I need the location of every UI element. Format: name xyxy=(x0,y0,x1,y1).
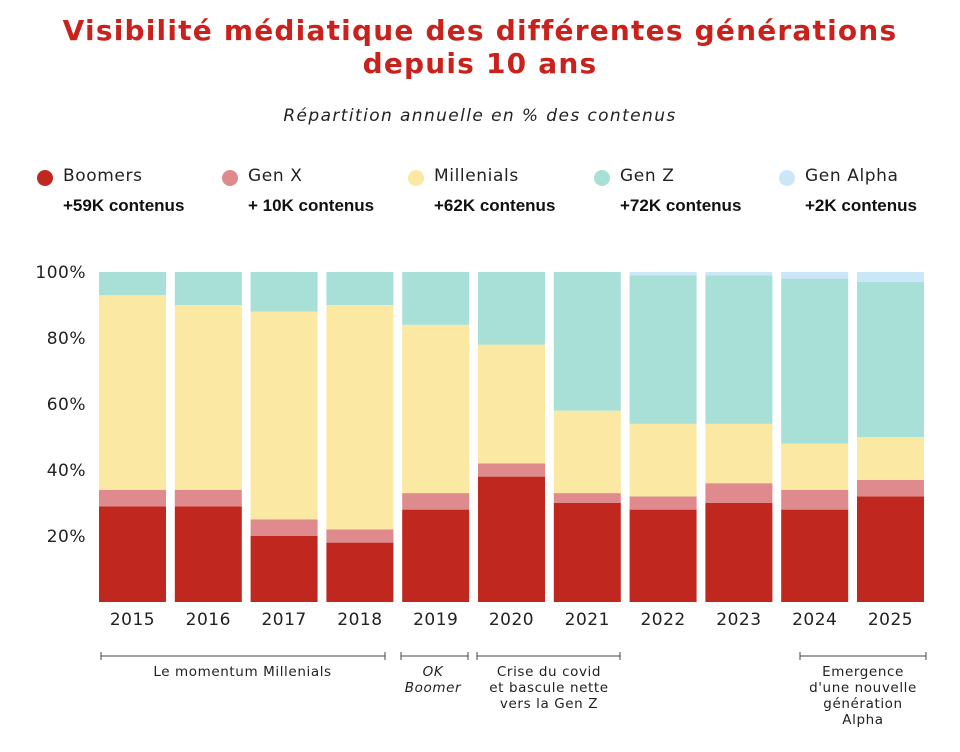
chart-title-line-2: depuis 10 ans xyxy=(362,47,598,80)
annotation-ok-boomer-line-1: OK xyxy=(422,664,444,680)
legend-label-genx: Gen X xyxy=(248,166,303,186)
y-tick-label: 40% xyxy=(47,461,86,481)
bar-segment-millenials xyxy=(781,443,849,490)
bar-segment-gen-z xyxy=(478,272,545,345)
bar-segment-gen-z xyxy=(402,272,470,325)
bar-segment-boomers xyxy=(629,509,697,602)
bar-segment-gen-x xyxy=(629,496,697,510)
x-tick-label: 2021 xyxy=(565,610,610,630)
bar-segment-boomers xyxy=(705,503,773,602)
bar-segment-gen-z xyxy=(629,275,697,424)
bar-segment-gen-z xyxy=(781,278,849,444)
legend-label-millenials: Millenials xyxy=(434,166,519,186)
bar-segment-gen-alpha xyxy=(781,272,849,279)
bar-segment-boomers xyxy=(402,509,470,602)
bar-segment-gen-x xyxy=(781,489,849,510)
bar-segment-gen-alpha xyxy=(857,272,924,282)
annotation-alpha-line-4: Alpha xyxy=(842,712,884,728)
annotation-covid-line-2: et bascule nette xyxy=(489,680,609,696)
x-tick-label: 2022 xyxy=(640,610,685,630)
chart-subtitle: Répartition annuelle en % des contenus xyxy=(283,106,677,126)
bar-segment-gen-x xyxy=(857,479,924,497)
x-tick-label: 2020 xyxy=(489,610,534,630)
bar-segment-boomers xyxy=(174,506,242,602)
bar-segment-gen-z xyxy=(99,272,166,296)
bar-segment-millenials xyxy=(402,324,470,494)
bar-segment-boomers xyxy=(326,542,394,602)
bar-segment-gen-alpha xyxy=(705,272,773,276)
legend-count-genx: + 10K contenus xyxy=(248,196,375,215)
bar-segment-gen-z xyxy=(857,281,924,437)
bar-segment-gen-x xyxy=(553,493,621,503)
bar-segment-gen-alpha xyxy=(629,272,697,276)
bar-segment-gen-z xyxy=(174,272,242,305)
annotation-momentum-text: Le momentum Millenials xyxy=(153,664,332,680)
legend-swatch-boomers xyxy=(37,170,53,186)
x-tick-label: 2017 xyxy=(261,610,306,630)
bar-segment-millenials xyxy=(553,410,621,494)
annotation-alpha-line-1: Emergence xyxy=(822,664,904,680)
bar-segment-boomers xyxy=(99,506,166,602)
annotation-covid: Crise du covid et bascule nette vers la … xyxy=(476,664,622,712)
bar-segment-boomers xyxy=(857,496,924,602)
bar-segment-boomers xyxy=(250,536,318,602)
bar-segment-gen-z xyxy=(250,272,318,312)
legend-label-boomers: Boomers xyxy=(63,166,143,186)
x-tick-label: 2016 xyxy=(186,610,231,630)
bar-segment-millenials xyxy=(99,295,166,490)
y-tick-label: 80% xyxy=(47,329,86,349)
annotation-covid-line-1: Crise du covid xyxy=(496,664,602,680)
legend-count-boomers: +59K contenus xyxy=(63,196,185,215)
x-tick-label: 2023 xyxy=(716,610,761,630)
legend-count-genz: +72K contenus xyxy=(620,196,742,215)
bar-segment-boomers xyxy=(478,476,545,602)
legend-count-genalpha: +2K contenus xyxy=(805,196,917,215)
bar-segment-millenials xyxy=(705,423,773,484)
bar-segment-millenials xyxy=(174,305,242,490)
legend-swatch-genx xyxy=(222,170,238,186)
bar-segment-gen-x xyxy=(174,489,242,507)
bar-segment-gen-z xyxy=(705,275,773,424)
legend-label-genz: Gen Z xyxy=(620,166,675,186)
annotation-alpha-line-2: d'une nouvelle xyxy=(809,680,917,696)
bar-segment-gen-x xyxy=(478,463,545,477)
annotation-momentum: Le momentum Millenials xyxy=(100,664,385,680)
legend-swatch-genz xyxy=(594,170,610,186)
bar-segment-millenials xyxy=(478,344,545,464)
y-tick-label: 20% xyxy=(47,527,86,547)
bar-segment-boomers xyxy=(781,509,849,602)
bar-segment-gen-z xyxy=(553,272,621,411)
legend-swatch-genalpha xyxy=(779,170,795,186)
bar-segment-gen-x xyxy=(250,519,318,536)
legend-count-millenials: +62K contenus xyxy=(434,196,556,215)
chart-title: Visibilité médiatique des différentes gé… xyxy=(0,14,960,80)
x-tick-label: 2015 xyxy=(110,610,155,630)
y-tick-label: 100% xyxy=(35,263,86,283)
bar-segment-boomers xyxy=(553,503,621,602)
x-tick-label: 2025 xyxy=(868,610,913,630)
bar-segment-millenials xyxy=(857,437,924,480)
bar-segment-gen-x xyxy=(99,489,166,507)
bar-segment-millenials xyxy=(250,311,318,520)
bar-segment-gen-z xyxy=(326,272,394,305)
y-tick-label: 60% xyxy=(47,395,86,415)
annotation-alpha-line-3: génération xyxy=(823,696,903,712)
legend-swatch-millenials xyxy=(408,170,424,186)
annotation-alpha: Emergence d'une nouvelle génération Alph… xyxy=(795,664,931,728)
x-tick-label: 2019 xyxy=(413,610,458,630)
x-tick-label: 2024 xyxy=(792,610,837,630)
x-tick-label: 2018 xyxy=(337,610,382,630)
annotation-ok-boomer-line-2: Boomer xyxy=(404,680,462,696)
annotation-covid-line-3: vers la Gen Z xyxy=(499,696,599,712)
bar-segment-gen-x xyxy=(705,483,773,503)
bar-segment-millenials xyxy=(629,423,697,497)
bar-segment-gen-x xyxy=(326,529,394,543)
legend-label-genalpha: Gen Alpha xyxy=(805,166,899,186)
bar-segment-millenials xyxy=(326,305,394,530)
bar-segment-gen-x xyxy=(402,493,470,510)
annotation-ok-boomer: OK Boomer xyxy=(398,664,468,696)
chart-title-line-1: Visibilité médiatique des différentes gé… xyxy=(62,14,898,47)
